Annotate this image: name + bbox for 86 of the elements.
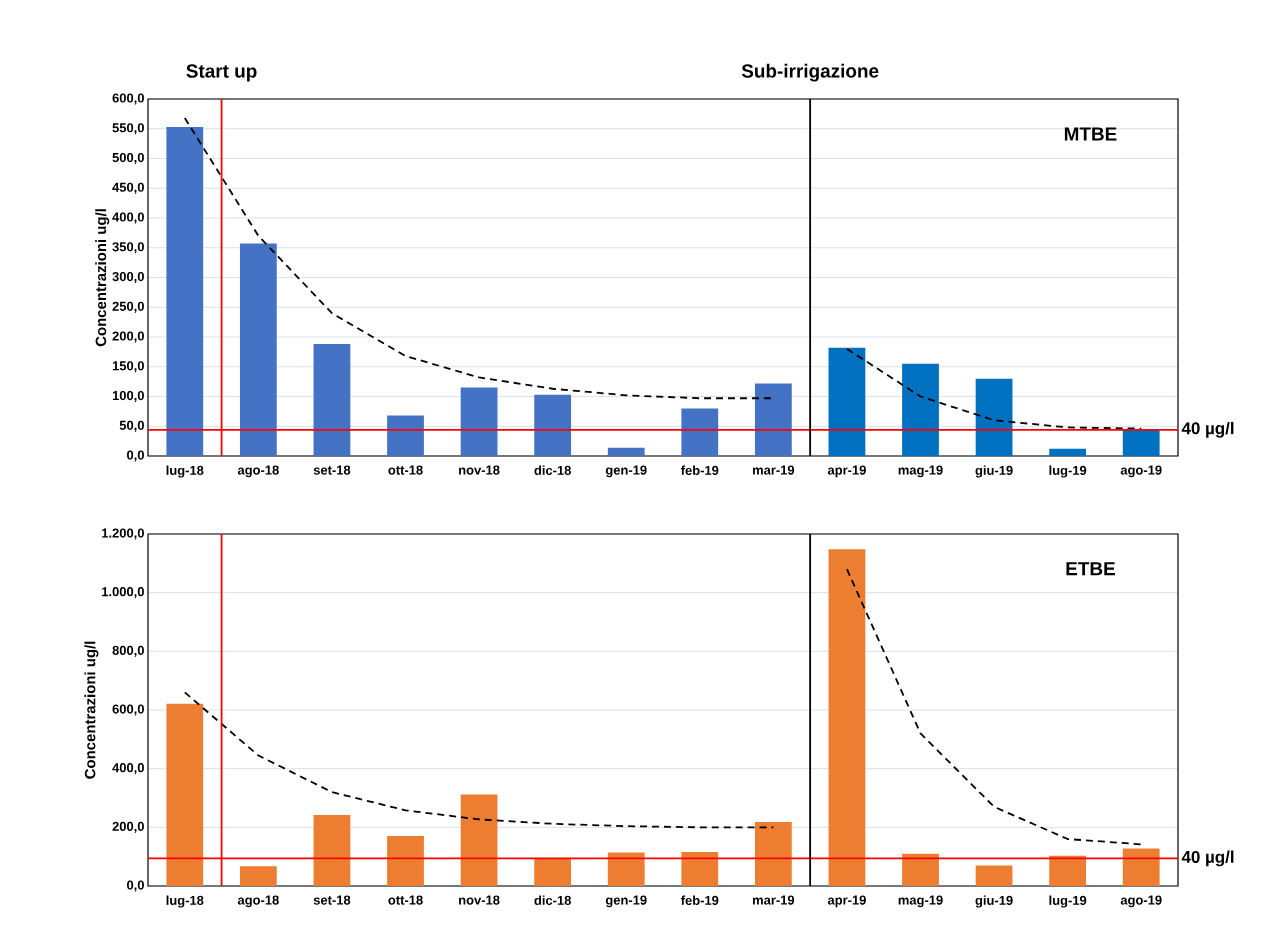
y-tick-label: 350,0 (112, 242, 144, 254)
y-tick-label: 600,0 (112, 704, 144, 716)
y-tick-label: 0,0 (127, 450, 144, 462)
y-tick-label: 800,0 (112, 645, 144, 657)
x-tick-label: mar-19 (752, 465, 795, 475)
ref-line-label: Start up (186, 64, 257, 82)
y-tick-label: 250,0 (112, 301, 144, 313)
line-series (846, 347, 1143, 430)
bar (902, 853, 939, 886)
bar (1122, 848, 1160, 886)
bar (460, 794, 498, 886)
x-tick-label: lug-19 (1049, 465, 1087, 478)
bar (975, 865, 1013, 886)
bar (1049, 448, 1087, 456)
x-tick-label: dic-18 (534, 895, 571, 905)
x-tick-label: nov-18 (459, 465, 500, 475)
bar (387, 836, 424, 886)
y-tick-label: 500,0 (112, 152, 144, 164)
bar (607, 852, 645, 886)
x-tick-label: lug-18 (166, 895, 204, 908)
ref-line-label: 40 µg/l (1181, 421, 1234, 438)
x-tick-label: lug-19 (1049, 895, 1087, 908)
x-tick-label: feb-19 (680, 465, 719, 475)
y-tick-label: 150,0 (112, 361, 144, 373)
line-series (183, 691, 775, 829)
y-tick-label: 400,0 (112, 763, 144, 775)
y-axis-title: Concentrazioni ug/l (95, 209, 110, 347)
x-tick-label: mag-19 (898, 895, 943, 908)
x-tick-label: feb-19 (680, 895, 719, 905)
ref-line-label: 40 µg/l (1181, 850, 1234, 867)
bar (166, 126, 204, 456)
annotation: MTBE (1064, 127, 1117, 141)
bar (313, 344, 351, 456)
x-tick-label: nov-18 (459, 895, 500, 905)
bar (975, 378, 1013, 456)
y-axis-title: Concentrazioni ug/l (84, 641, 99, 779)
x-tick-label: lug-18 (166, 465, 204, 478)
x-tick-label: ott-18 (388, 895, 423, 905)
x-tick-label: dic-18 (534, 465, 571, 475)
y-tick-label: 550,0 (112, 123, 144, 135)
ref-line-label: Sub-irrigazione (741, 63, 879, 82)
annotation: ETBE (1066, 562, 1115, 576)
x-tick-label: ago-19 (1120, 465, 1162, 478)
bar (754, 822, 792, 886)
x-tick-label: giu-19 (975, 465, 1013, 478)
bar (681, 851, 719, 886)
bar (313, 815, 351, 886)
bar (1049, 855, 1087, 886)
y-tick-label: 1.200,0 (102, 528, 144, 540)
y-tick-label: 50,0 (119, 420, 144, 432)
bar (166, 703, 204, 886)
x-tick-label: gen-19 (605, 895, 647, 908)
bar (239, 243, 277, 456)
y-tick-label: 100,0 (112, 390, 144, 402)
x-tick-label: apr-19 (827, 465, 866, 478)
y-tick-label: 400,0 (112, 212, 144, 224)
y-tick-label: 300,0 (112, 271, 144, 283)
x-tick-label: giu-19 (975, 895, 1013, 908)
y-tick-label: 200,0 (112, 331, 144, 343)
bar (534, 858, 572, 886)
x-tick-label: ott-18 (388, 465, 423, 475)
x-tick-label: ago-18 (237, 895, 279, 908)
bar (387, 415, 424, 456)
bar (681, 408, 719, 456)
y-tick-label: 0,0 (127, 880, 144, 892)
y-tick-label: 200,0 (112, 821, 144, 833)
y-tick-label: 600,0 (112, 93, 144, 105)
y-tick-label: 1.000,0 (102, 587, 144, 599)
bar (1122, 429, 1160, 456)
x-tick-label: mar-19 (752, 895, 795, 905)
x-tick-label: apr-19 (827, 895, 866, 908)
x-tick-label: mag-19 (898, 465, 943, 478)
bar (460, 387, 498, 456)
y-tick-label: 450,0 (112, 182, 144, 194)
x-tick-label: gen-19 (605, 465, 647, 478)
x-tick-label: set-18 (313, 465, 351, 475)
x-tick-label: ago-19 (1120, 895, 1162, 908)
bar (754, 383, 792, 456)
x-tick-label: ago-18 (237, 465, 279, 478)
bar (534, 394, 572, 456)
x-tick-label: set-18 (313, 895, 351, 905)
bar (902, 363, 939, 456)
bar (607, 447, 645, 456)
bar (828, 549, 866, 886)
bar (239, 866, 277, 886)
bar (828, 347, 866, 456)
